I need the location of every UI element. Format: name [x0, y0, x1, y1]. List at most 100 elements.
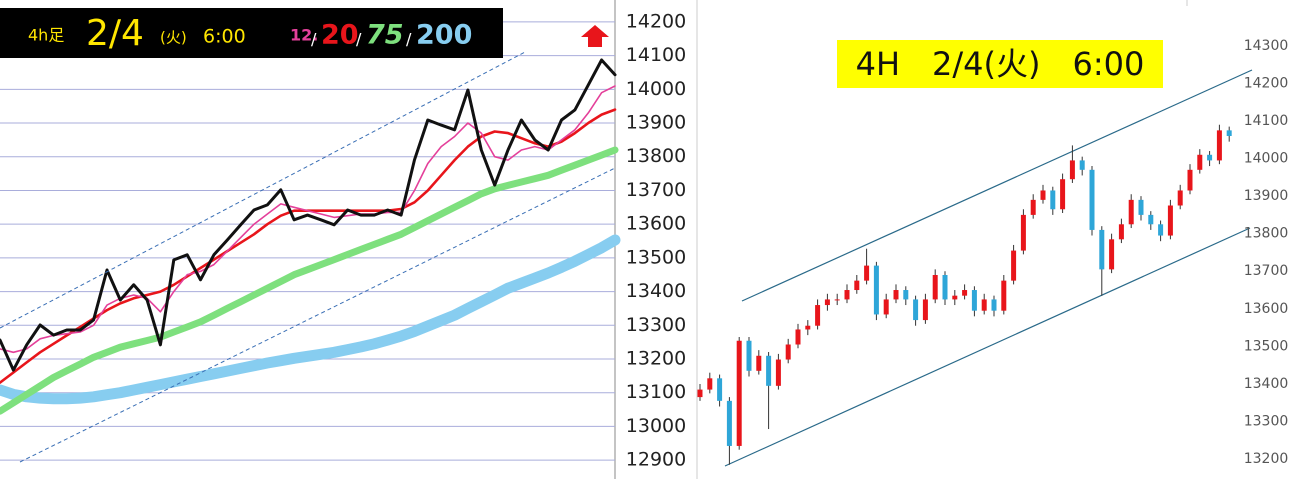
channel-line	[0, 51, 526, 329]
series-line	[0, 146, 619, 415]
y-tick-label: 13700	[626, 179, 686, 201]
candle-body	[1069, 160, 1075, 180]
candle-body	[726, 400, 732, 446]
y-tick-label: 13200	[626, 347, 686, 369]
candle-body	[717, 378, 723, 401]
chart-title: 4H 2/4(火) 6:00	[856, 45, 1145, 83]
trend-channel	[0, 51, 1253, 467]
legend-separator: /	[356, 30, 362, 49]
candle-body	[1158, 224, 1164, 236]
y-tick-label: 14200	[1244, 75, 1289, 91]
candle-body	[991, 299, 997, 311]
channel-line	[741, 69, 1253, 302]
y-tick-label: 13300	[626, 314, 686, 336]
candle-body	[834, 299, 840, 301]
candle-body	[736, 340, 742, 446]
y-tick-label: 13900	[1244, 188, 1289, 204]
candle-body	[1177, 190, 1183, 206]
candle-body	[756, 355, 762, 371]
y-tick-label: 13600	[1244, 301, 1289, 317]
candle-body	[1099, 229, 1105, 270]
candle-body	[785, 344, 791, 360]
candle-body	[1167, 205, 1173, 236]
candle-body	[697, 389, 703, 398]
candle-body	[1060, 179, 1066, 210]
legend-entry: 200	[416, 20, 472, 51]
candle-body	[1089, 169, 1095, 230]
candle-body	[893, 290, 899, 300]
candle-body	[971, 290, 977, 311]
candle-body	[981, 299, 987, 311]
header-weekday: (火)	[160, 29, 187, 47]
candle-body	[1197, 154, 1203, 170]
candle-body	[1079, 160, 1085, 170]
candle-body	[844, 290, 850, 300]
candle-body	[775, 359, 781, 386]
y-tick-label: 13800	[626, 145, 686, 167]
series-line	[0, 234, 621, 405]
candle-body	[746, 340, 752, 371]
candle-body	[942, 275, 948, 300]
candle-body	[883, 299, 889, 315]
candle-body	[864, 265, 870, 281]
candle-body	[932, 275, 938, 300]
y-tick-label: 14000	[1244, 151, 1289, 167]
candle-body	[873, 265, 879, 315]
header-box	[0, 8, 503, 58]
candle-body	[903, 290, 909, 300]
y-tick-label: 13900	[626, 112, 686, 134]
channel-line	[724, 227, 1251, 467]
candle-body	[805, 325, 811, 330]
candle-body	[1148, 214, 1154, 225]
candle-body	[1030, 199, 1036, 215]
y-tick-label: 13400	[1244, 376, 1289, 392]
candle-body	[1011, 250, 1017, 281]
y-tick-label: 14000	[626, 78, 686, 100]
channel-line	[19, 167, 616, 463]
y-tick-label: 13200	[1244, 451, 1289, 467]
candle-body	[1040, 190, 1046, 200]
candle-body	[1216, 130, 1222, 161]
candle-body	[922, 299, 928, 321]
y-tick-label: 14100	[1244, 113, 1289, 129]
y-tick-label: 14300	[1244, 38, 1289, 54]
candle-body	[1001, 280, 1007, 311]
candle-body	[1207, 154, 1213, 161]
y-tick-label: 12900	[626, 449, 686, 471]
candle-body	[1020, 214, 1026, 251]
y-tick-label: 13800	[1244, 226, 1289, 242]
candle-body	[1138, 199, 1144, 215]
candle-body	[815, 305, 821, 326]
y-tick-label: 13400	[626, 280, 686, 302]
legend-separator: /	[406, 30, 412, 49]
header-label: 4h足	[28, 26, 64, 45]
arrow-icon	[581, 25, 609, 47]
candle-body	[962, 290, 968, 296]
candle-body	[854, 280, 860, 291]
candle-body	[766, 355, 772, 386]
candle-body	[795, 329, 801, 345]
y-tick-label: 13700	[1244, 263, 1289, 279]
y-tick-label: 13000	[626, 415, 686, 437]
candle-body	[913, 299, 919, 321]
series-line	[0, 58, 617, 372]
y-tick-label: 13100	[626, 381, 686, 403]
left-plot	[0, 21, 621, 461]
candle-body	[824, 299, 830, 306]
legend-entry: 75	[366, 20, 404, 51]
y-tick-label: 13500	[1244, 338, 1289, 354]
candle-body	[707, 378, 713, 390]
y-tick-label: 13300	[1244, 414, 1289, 430]
title-box	[837, 40, 1163, 88]
candle-body	[1187, 169, 1193, 191]
candle-body	[1128, 199, 1134, 225]
candle-body	[1226, 130, 1232, 136]
header-date: 2/4	[86, 13, 144, 54]
candle-body	[1118, 224, 1124, 240]
candle-body	[1109, 239, 1115, 270]
y-tick-label: 13500	[626, 246, 686, 268]
candle-body	[952, 295, 958, 300]
legend-entry: 20	[321, 20, 359, 51]
